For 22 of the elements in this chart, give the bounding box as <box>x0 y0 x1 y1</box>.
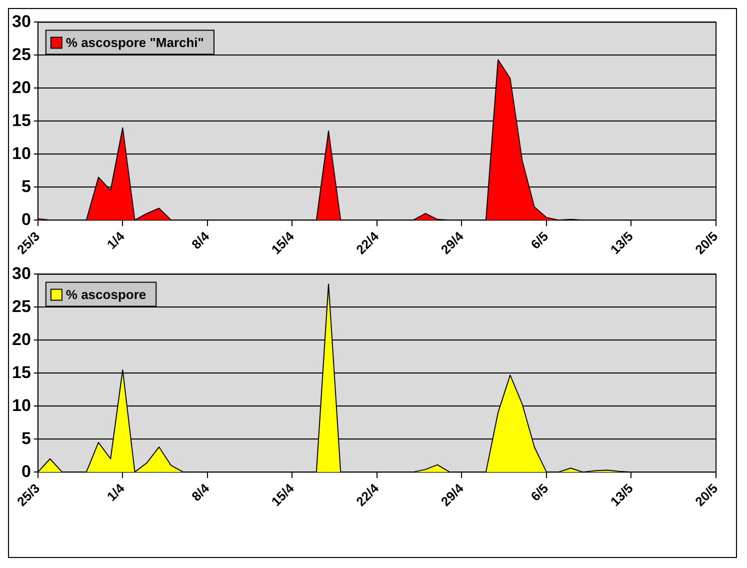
y-tick-label: 15 <box>12 110 31 130</box>
y-tick-label: 30 <box>12 264 31 283</box>
y-tick-label: 25 <box>12 44 31 64</box>
legend-label: % ascospore <box>66 286 146 302</box>
x-tick-label: 6/5 <box>528 228 552 252</box>
y-tick-label: 10 <box>12 396 31 415</box>
y-tick-label: 20 <box>12 78 31 97</box>
y-tick-label: 20 <box>12 330 31 349</box>
x-tick-label: 1/4 <box>104 480 128 504</box>
x-tick-label: 8/4 <box>188 228 213 252</box>
y-tick-label: 0 <box>21 210 31 229</box>
y-tick-label: 10 <box>12 144 31 163</box>
legend-label: % ascospore "Marchi" <box>66 34 204 50</box>
y-tick-label: 30 <box>12 12 31 31</box>
y-tick-label: 0 <box>21 462 31 481</box>
x-tick-label: 6/5 <box>528 480 552 504</box>
y-tick-label: 5 <box>21 428 31 448</box>
y-tick-label: 5 <box>21 176 31 196</box>
x-tick-label: 8/4 <box>188 480 213 504</box>
y-tick-label: 15 <box>12 362 31 382</box>
y-tick-label: 25 <box>12 296 31 316</box>
x-tick-label: 1/4 <box>104 228 128 252</box>
